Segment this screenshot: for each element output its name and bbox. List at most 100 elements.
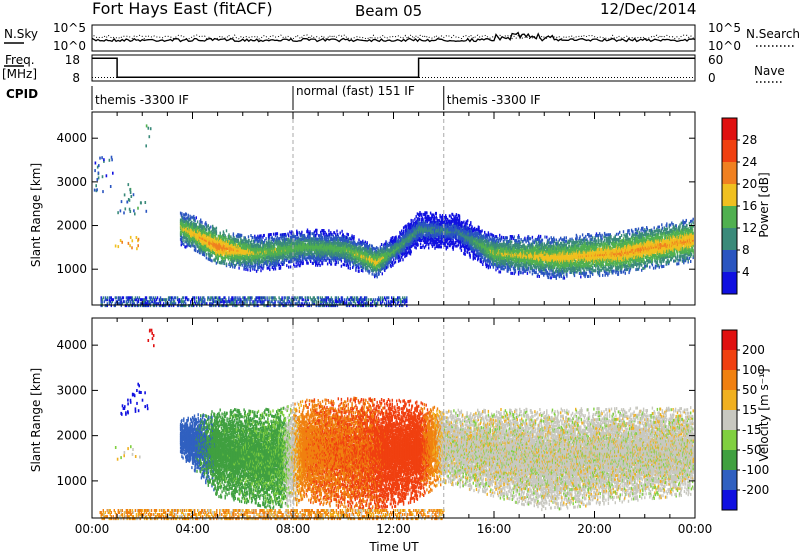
heatmap-cell <box>310 232 311 235</box>
heatmap-cell <box>210 234 211 237</box>
heatmap-cell <box>411 219 412 222</box>
heatmap-cell <box>314 255 315 258</box>
heatmap-cell <box>372 273 373 276</box>
heatmap-cell <box>331 242 332 245</box>
heatmap-cell <box>149 135 151 138</box>
heatmap-cell <box>102 175 104 178</box>
heatmap-cell <box>124 193 126 196</box>
heatmap-cell <box>117 211 119 214</box>
heatmap-cell <box>195 247 196 250</box>
heatmap-cell <box>318 238 319 241</box>
heatmap-cell <box>128 198 130 201</box>
heatmap-cell <box>215 258 216 261</box>
radar-figure: Fort Hays East (fitACF) Beam 05 12/Dec/2… <box>0 0 800 554</box>
heatmap-cell <box>277 236 278 239</box>
heatmap-cell <box>181 243 182 246</box>
heatmap-cell <box>346 233 347 236</box>
heatmap-cell <box>136 236 138 239</box>
heatmap-cell <box>376 246 377 249</box>
heatmap-cell <box>186 217 187 220</box>
noise-right-tick-bottom: 10^0 <box>708 39 741 53</box>
heatmap-cell <box>407 251 408 254</box>
heatmap-cell <box>182 239 183 242</box>
heatmap-cell <box>381 243 382 246</box>
heatmap-cell <box>344 263 345 266</box>
heatmap-cell <box>210 226 211 229</box>
heatmap-cell <box>267 267 268 270</box>
heatmap-cell <box>348 265 349 268</box>
heatmap-cell <box>296 256 297 259</box>
heatmap-cell <box>357 242 358 245</box>
heatmap-cell <box>235 264 236 267</box>
heatmap-cell <box>382 272 383 275</box>
heatmap-cell <box>265 237 266 240</box>
heatmap-cell <box>226 229 227 232</box>
heatmap-cell <box>279 263 280 266</box>
heatmap-cell <box>248 265 249 268</box>
heatmap-cell <box>442 214 443 217</box>
heatmap-cell <box>321 233 322 236</box>
heatmap-cell <box>131 195 133 198</box>
heatmap-cell <box>322 236 323 239</box>
heatmap-cell <box>428 243 429 246</box>
heatmap-cell <box>426 211 427 214</box>
heatmap-cell <box>403 226 404 229</box>
heatmap-cell <box>103 158 105 161</box>
heatmap-cell <box>294 265 295 268</box>
heatmap-cell <box>106 174 108 177</box>
heatmap-cell <box>419 218 420 221</box>
heatmap-cell <box>422 244 423 247</box>
noise-right-tick-top: 10^5 <box>708 21 741 35</box>
heatmap-cell <box>109 159 111 162</box>
heatmap-cell <box>446 220 447 223</box>
heatmap-cell <box>446 246 447 249</box>
heatmap-cell <box>118 245 120 248</box>
heatmap-cell <box>121 241 123 244</box>
heatmap-cell <box>314 258 315 261</box>
heatmap-cell <box>421 246 422 249</box>
heatmap-cell <box>338 235 339 238</box>
heatmap-cell <box>296 237 297 240</box>
heatmap-cell <box>130 236 132 239</box>
heatmap-cell <box>238 233 239 236</box>
heatmap-cell <box>255 261 256 264</box>
heatmap-cell <box>140 201 142 204</box>
heatmap-cell <box>95 162 97 165</box>
heatmap-cell <box>137 207 139 210</box>
heatmap-cell <box>233 232 234 235</box>
heatmap-cell <box>327 257 328 260</box>
heatmap-cell <box>395 236 396 239</box>
heatmap-cell <box>416 247 417 250</box>
heatmap-cell <box>437 242 438 245</box>
heatmap-cell <box>233 257 234 260</box>
heatmap-cell <box>229 235 230 238</box>
heatmap-cell <box>184 240 185 243</box>
heatmap-cell <box>369 270 370 273</box>
heatmap-cell <box>145 201 147 204</box>
heatmap-cell <box>241 234 242 237</box>
freq-panel: Freq. [MHz] 18 8 60 0 Nave <box>2 53 785 85</box>
heatmap-cell <box>211 259 212 262</box>
heatmap-cell <box>316 232 317 235</box>
heatmap-cell <box>286 264 287 267</box>
heatmap-cell <box>284 233 285 236</box>
heatmap-cell <box>246 261 247 264</box>
heatmap-cell <box>279 267 280 270</box>
heatmap-cell <box>383 244 384 247</box>
heatmap-cell <box>432 245 433 248</box>
heatmap-cell <box>252 266 253 269</box>
heatmap-cell <box>224 262 225 265</box>
heatmap-cell <box>190 217 191 220</box>
heatmap-cell <box>421 213 422 216</box>
heatmap-cell <box>322 262 323 265</box>
heatmap-cell <box>250 241 251 244</box>
heatmap-cell <box>236 235 237 238</box>
heatmap-cell <box>232 265 233 268</box>
heatmap-cell <box>247 268 248 271</box>
cpid-segment-label: normal (fast) 151 IF <box>296 84 415 98</box>
heatmap-cell <box>191 216 192 219</box>
heatmap-cell <box>452 213 453 216</box>
heatmap-cell <box>294 235 295 238</box>
heatmap-cell <box>273 233 274 236</box>
heatmap-cell <box>229 261 230 264</box>
